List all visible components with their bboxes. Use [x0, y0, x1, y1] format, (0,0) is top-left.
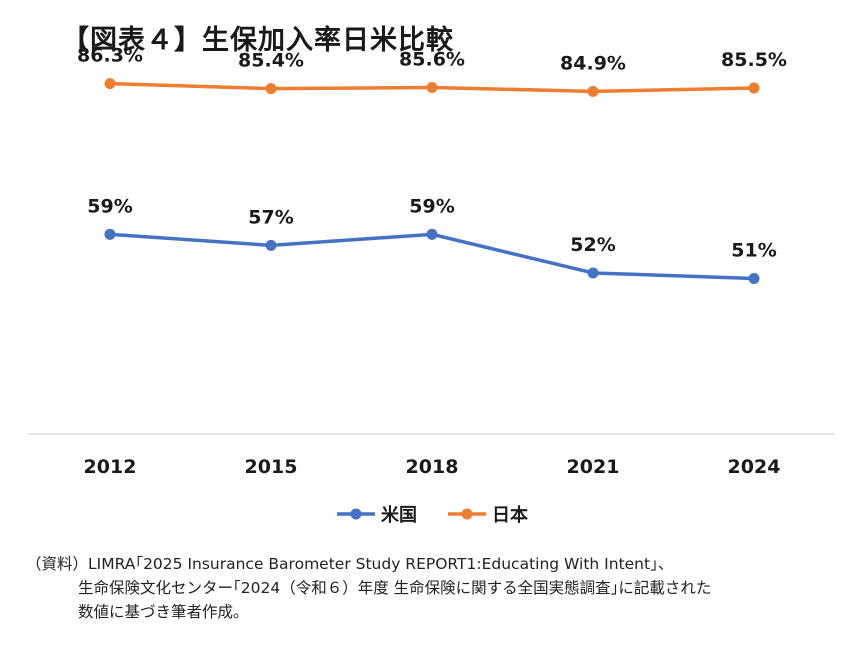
- data-point: [104, 78, 116, 90]
- legend-marker: [461, 508, 473, 520]
- x-tick-label: 2021: [567, 456, 620, 478]
- data-label: 85.6%: [399, 48, 465, 70]
- data-point: [265, 83, 277, 95]
- data-label: 51%: [731, 239, 776, 261]
- data-label: 52%: [570, 234, 615, 256]
- data-label: 85.5%: [721, 49, 787, 71]
- x-tick-label: 2024: [728, 456, 781, 478]
- data-label: 86.3%: [77, 45, 143, 67]
- data-label: 57%: [248, 206, 293, 228]
- series-line-0: [109, 232, 755, 281]
- data-label: 84.9%: [560, 52, 626, 74]
- x-tick-label: 2012: [84, 456, 137, 478]
- data-label: 85.4%: [238, 50, 304, 72]
- x-tick-label: 2015: [245, 456, 298, 478]
- x-tick-label: 2018: [406, 456, 459, 478]
- data-point: [748, 272, 760, 284]
- data-point: [748, 82, 760, 94]
- data-label: 59%: [409, 195, 454, 217]
- legend: 米国 日本: [337, 504, 528, 526]
- data-point: [587, 85, 599, 97]
- source-line-2: 生命保険文化センター｢2024（令和６）年度 生命保険に関する全国実態調査｣に記…: [78, 579, 712, 597]
- source-line-1: （資料）LIMRA｢2025 Insurance Barometer Study…: [26, 555, 674, 573]
- x-tick-labels: 2012 2015 2018 2021 2024: [84, 456, 781, 478]
- line-chart: 59% 57% 59% 52% 51% 86.3% 85.4% 85.6% 84.9% 85.5%…: [28, 45, 834, 526]
- data-point: [587, 267, 599, 279]
- series-layer: 59% 57% 59% 52% 51% 86.3% 85.4% 85.6% 84.9% 85.5%: [77, 45, 787, 284]
- chart-title: 【図表４】生保加入率日米比較: [62, 25, 454, 56]
- legend-marker: [350, 508, 362, 520]
- source-line-3: 数値に基づき筆者作成。: [78, 603, 249, 621]
- legend-label: 日本: [492, 504, 528, 526]
- data-point: [265, 239, 277, 251]
- legend-label: 米国: [381, 504, 417, 526]
- data-label: 59%: [87, 195, 132, 217]
- data-point: [426, 81, 438, 93]
- data-point: [426, 228, 438, 240]
- data-point: [104, 228, 116, 240]
- source-note: （資料）LIMRA｢2025 Insurance Barometer Study…: [26, 552, 836, 624]
